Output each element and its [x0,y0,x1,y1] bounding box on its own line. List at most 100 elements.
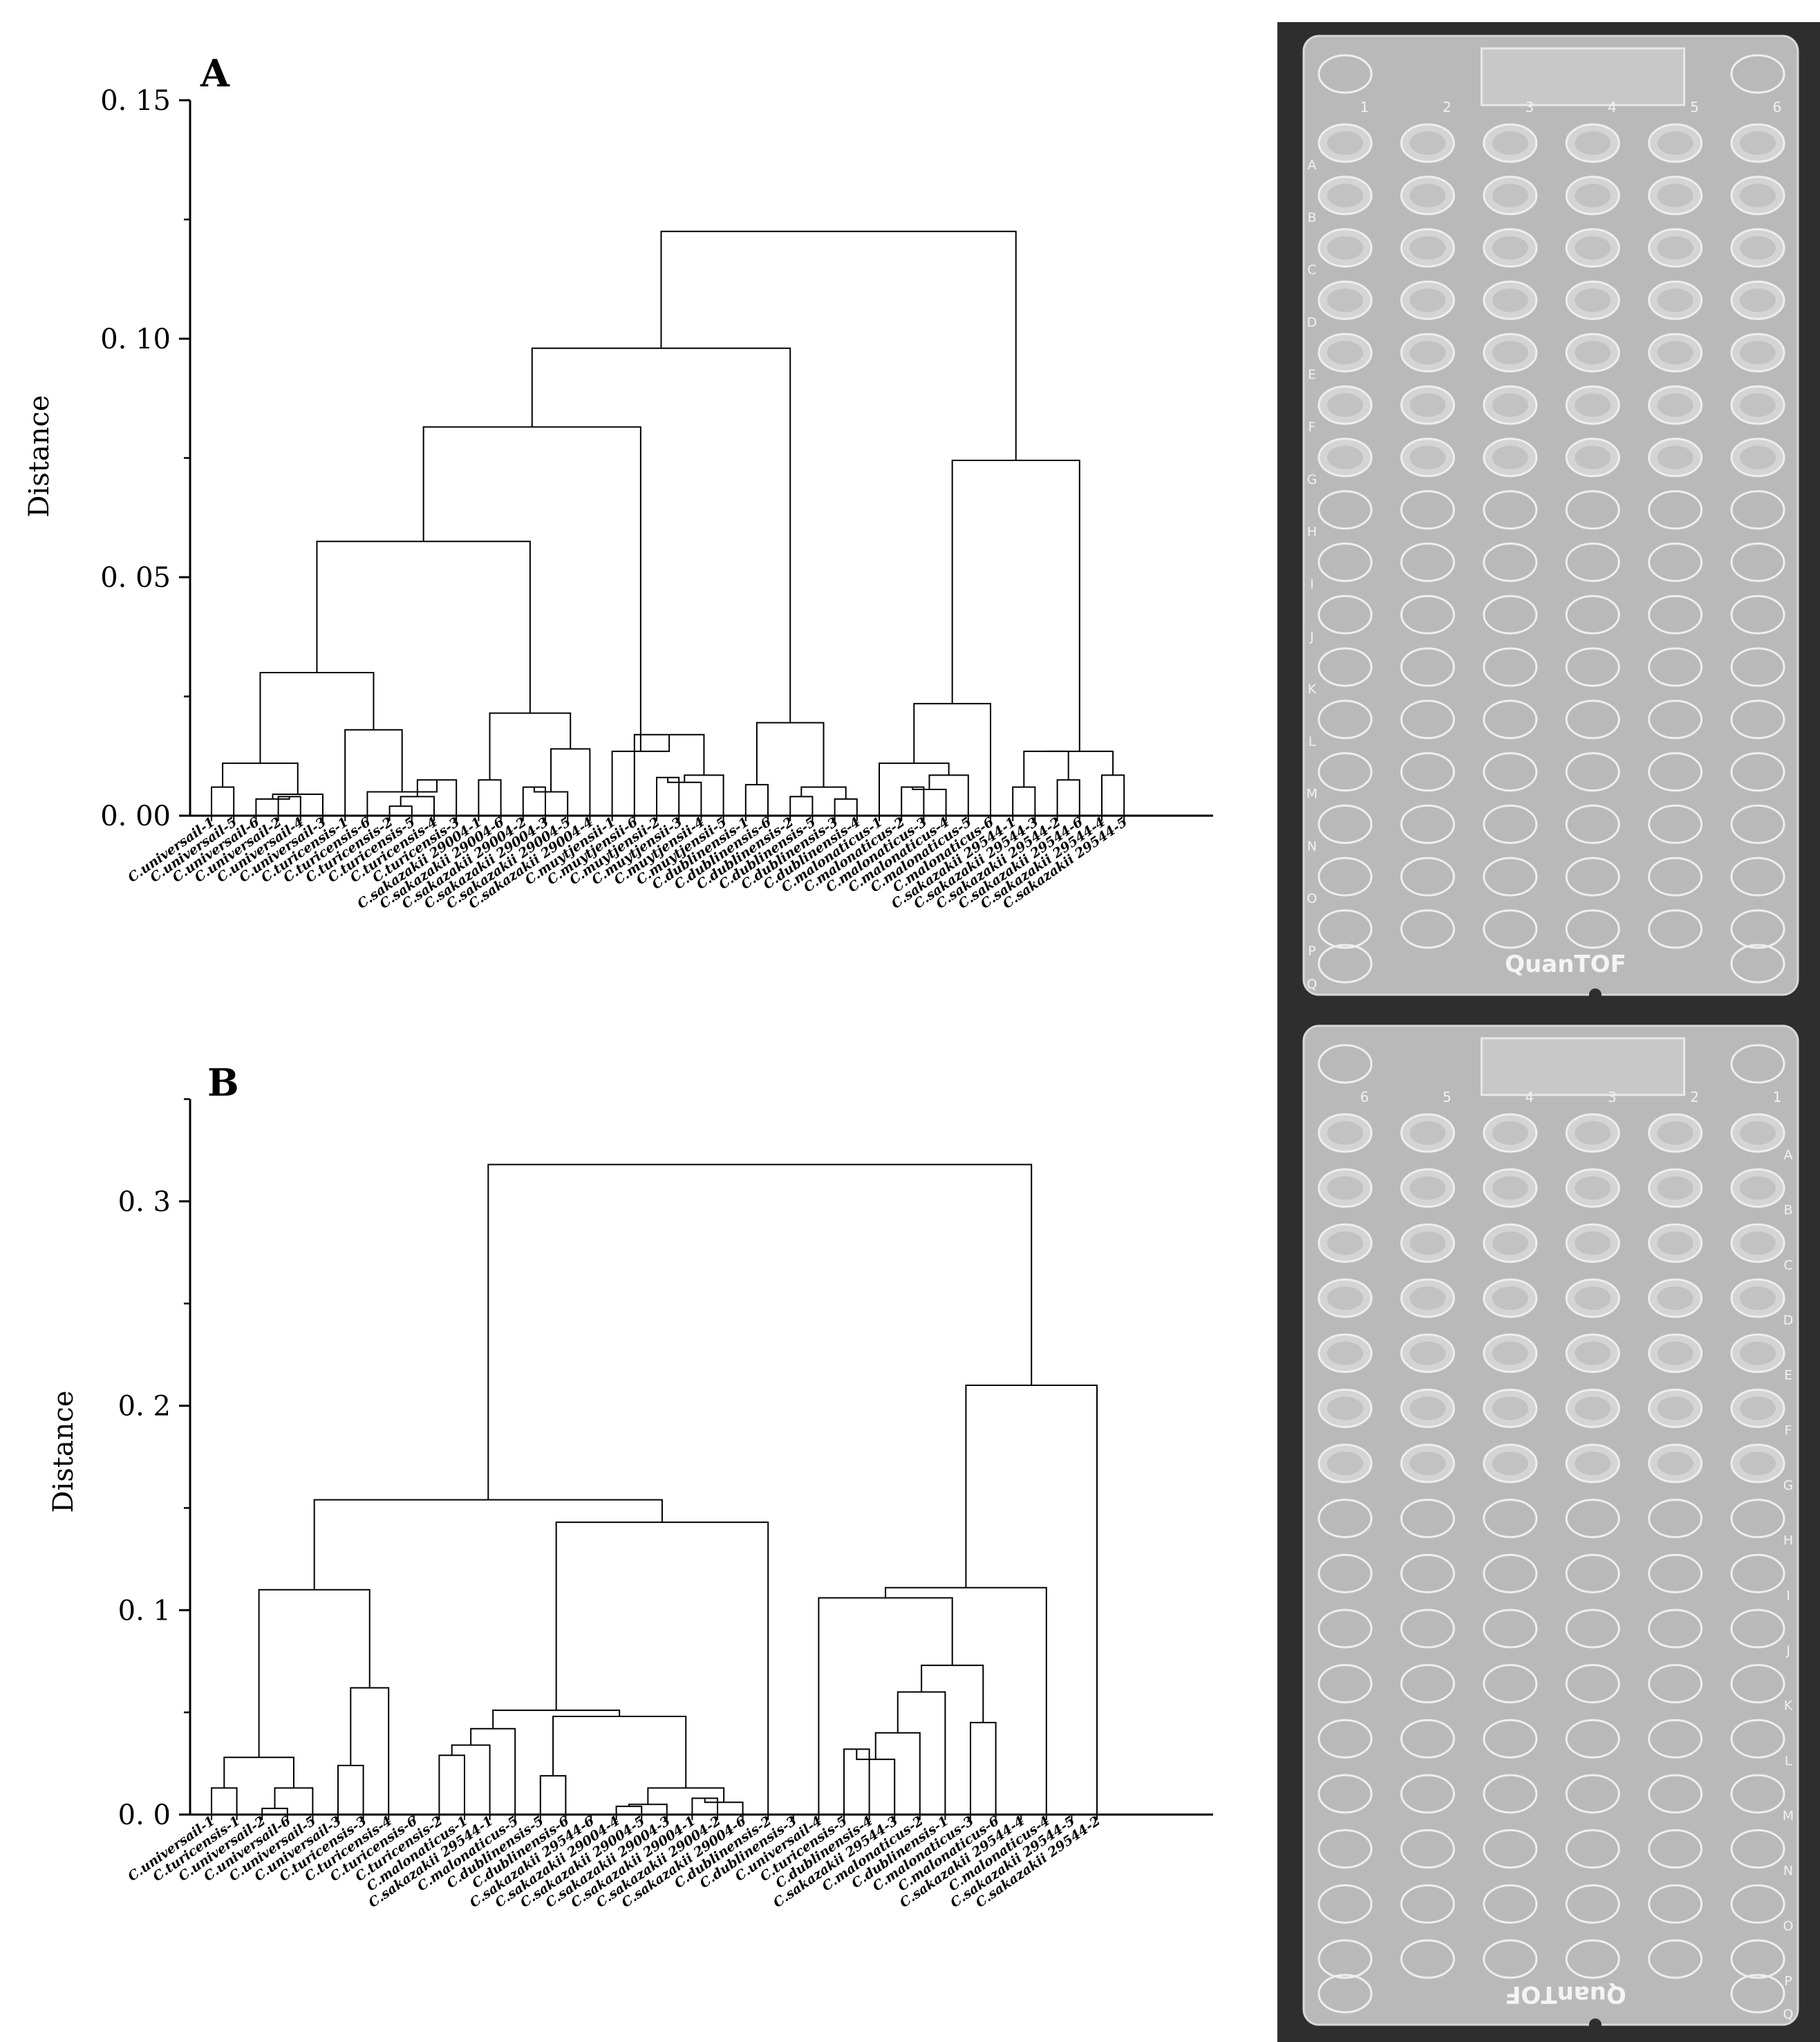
well [1565,804,1620,844]
plate-svg: 1 2 3 4 5 6 A B C D E F G H I J K L M N O P Q QuanTOF [1302,35,1799,1001]
well [1400,909,1455,949]
well [1317,1553,1373,1593]
well [1730,1718,1785,1759]
dendrogram-link [261,1808,288,1815]
sample-spot [1409,1452,1446,1475]
sample-spot [1575,1121,1611,1145]
sample-spot [1657,1341,1694,1365]
well [1565,1499,1620,1539]
dendrogram-link [258,1589,370,1758]
row-label: D [1783,1313,1794,1328]
row-label: O [1783,1918,1794,1933]
row-label: G [1783,1478,1794,1493]
sample-spot [1740,288,1776,312]
sample-spot [1327,393,1363,417]
dendrogram-link [255,796,290,816]
sample-spot [1740,1286,1776,1310]
column-label: 2 [1690,1089,1699,1105]
well [1730,1974,1785,2014]
row-label: A [1784,1148,1793,1163]
sample-spot [1740,183,1776,207]
y-tick-label: 0. 10 [100,324,171,355]
row-label: A [1308,158,1317,173]
well [1483,542,1538,582]
well [1730,1044,1785,1084]
y-tick-label: 0. 0 [118,1799,171,1831]
well [1483,1499,1538,1539]
well [1317,1884,1373,1924]
well [1317,752,1373,792]
sample-spot [1740,131,1776,155]
dendrogram-link [422,426,641,751]
dendrogram-link [704,1798,744,1815]
dendrogram-link [316,541,531,713]
panel-label: B [207,1060,239,1105]
sample-spot [1492,288,1528,312]
well [1565,700,1620,740]
well [1317,54,1373,94]
sample-spot [1575,1452,1611,1475]
well [1565,490,1620,530]
well [1648,1939,1703,1979]
y-axis-label: Distance [24,395,55,517]
well [1565,1774,1620,1814]
well [1730,1829,1785,1869]
row-label: E [1308,367,1316,382]
sample-spot [1657,1231,1694,1255]
dendrogram-link [901,786,925,816]
well [1648,490,1703,530]
well [1483,804,1538,844]
well [1730,752,1785,792]
dendrogram-link [647,1787,725,1805]
well [1317,1609,1373,1649]
well [1317,1664,1373,1704]
sample-spot [1492,1341,1528,1365]
column-label: 6 [1360,1089,1369,1105]
sample-spot [1327,445,1363,469]
sample-spot [1327,183,1363,207]
dendrogram-link [531,347,791,723]
sample-spot [1409,393,1446,417]
dendrogram-link [1046,750,1114,776]
well [1565,752,1620,792]
row-label: O [1307,891,1317,906]
well [1565,1718,1620,1759]
sample-spot [1327,1286,1363,1310]
column-label: 4 [1608,99,1617,115]
dendrogram-panel-A: 0. 000. 050. 100. 15DistanceAC.universai… [24,51,1213,912]
sample-spot [1657,445,1694,469]
well [1400,1718,1455,1759]
well [1483,700,1538,740]
well [1317,1974,1373,2014]
sample-spot [1657,1452,1694,1475]
well [1317,1829,1373,1869]
sample-spot [1657,183,1694,207]
plate-body [1302,35,1799,996]
column-label: 1 [1773,1089,1782,1105]
well [1648,1664,1703,1704]
sample-spot [1740,236,1776,260]
dendrogram-link [970,1721,997,1815]
sample-spot [1492,1176,1528,1200]
dendrogram-link [272,793,323,816]
well [1648,1884,1703,1924]
well [1400,1499,1455,1539]
dendrogram-link [1101,774,1125,816]
sample-spot [1492,131,1528,155]
column-label: 5 [1443,1089,1452,1105]
dendrogram-link [350,1687,390,1815]
sample-spot [1657,1176,1694,1200]
well [1317,700,1373,740]
row-label: I [1310,577,1314,592]
well [1565,542,1620,582]
sample-spot [1740,1176,1776,1200]
column-label: 3 [1525,99,1534,115]
well [1483,1609,1538,1649]
column-label: 5 [1690,99,1699,115]
sample-spot [1409,288,1446,312]
well [1483,752,1538,792]
row-label: L [1308,734,1316,749]
row-label: K [1308,682,1317,697]
sample-spot [1492,236,1528,260]
well [1730,647,1785,687]
